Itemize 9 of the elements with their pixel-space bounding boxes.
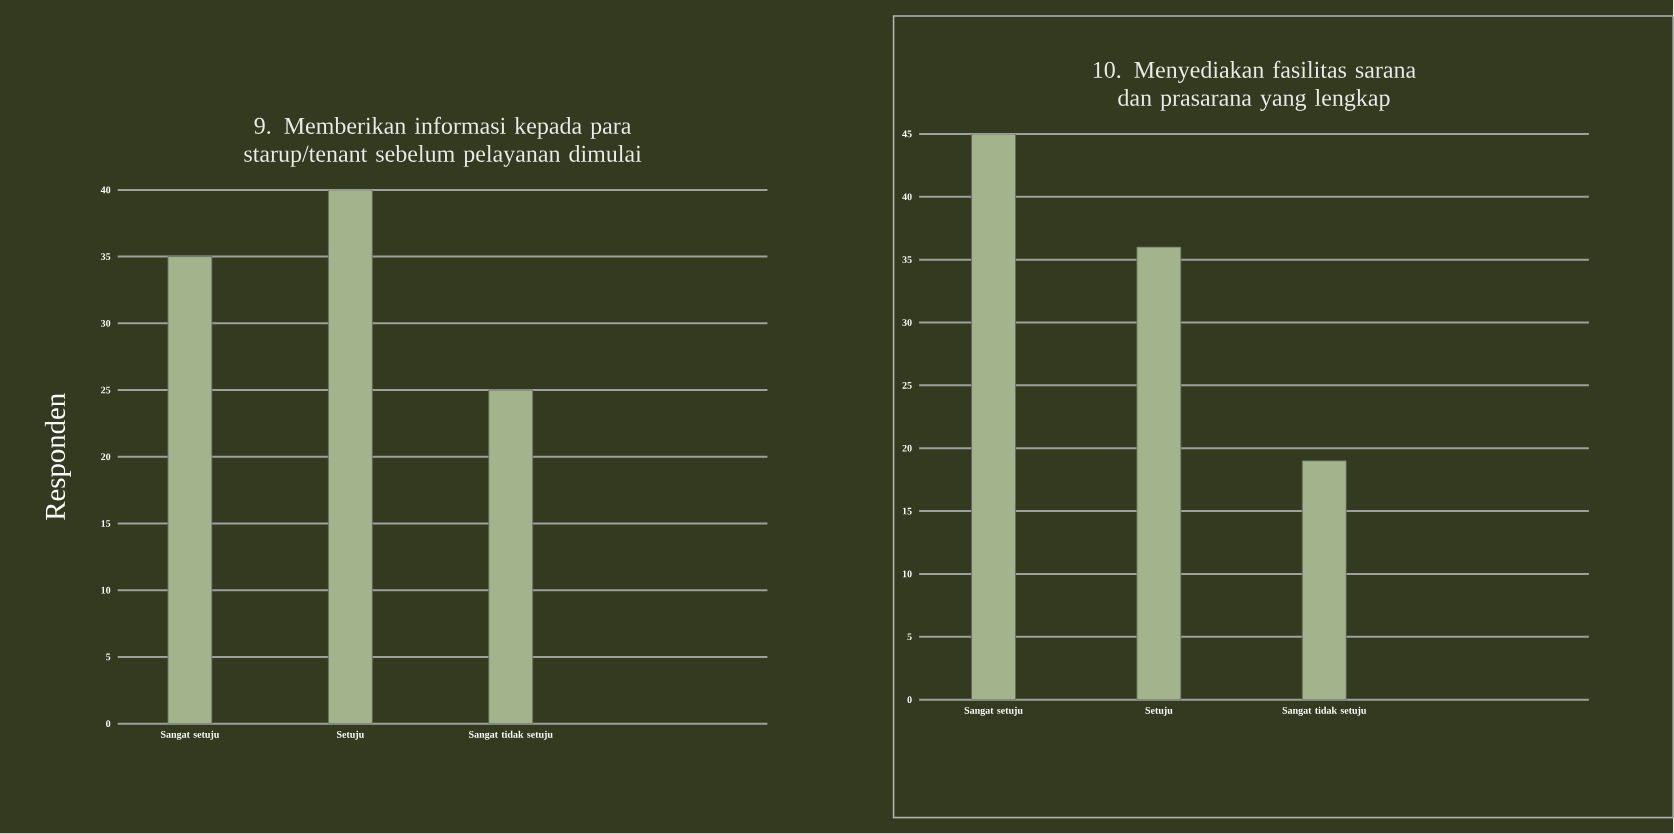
bar: [167, 256, 213, 724]
bar: [327, 190, 373, 724]
bar: [1136, 246, 1182, 700]
bar: [1301, 460, 1347, 700]
y-axis-title: Responden: [44, 393, 71, 521]
chart-title: 10. Menyediakan fasilitas sarana dan prasarana yang lengkap: [1093, 61, 1416, 112]
bar: [971, 134, 1016, 700]
chart-title: 9. Memberikan informasi kepada para starup/tenant sebelum pelayanan dimulai: [244, 116, 642, 168]
bar: [488, 389, 534, 724]
